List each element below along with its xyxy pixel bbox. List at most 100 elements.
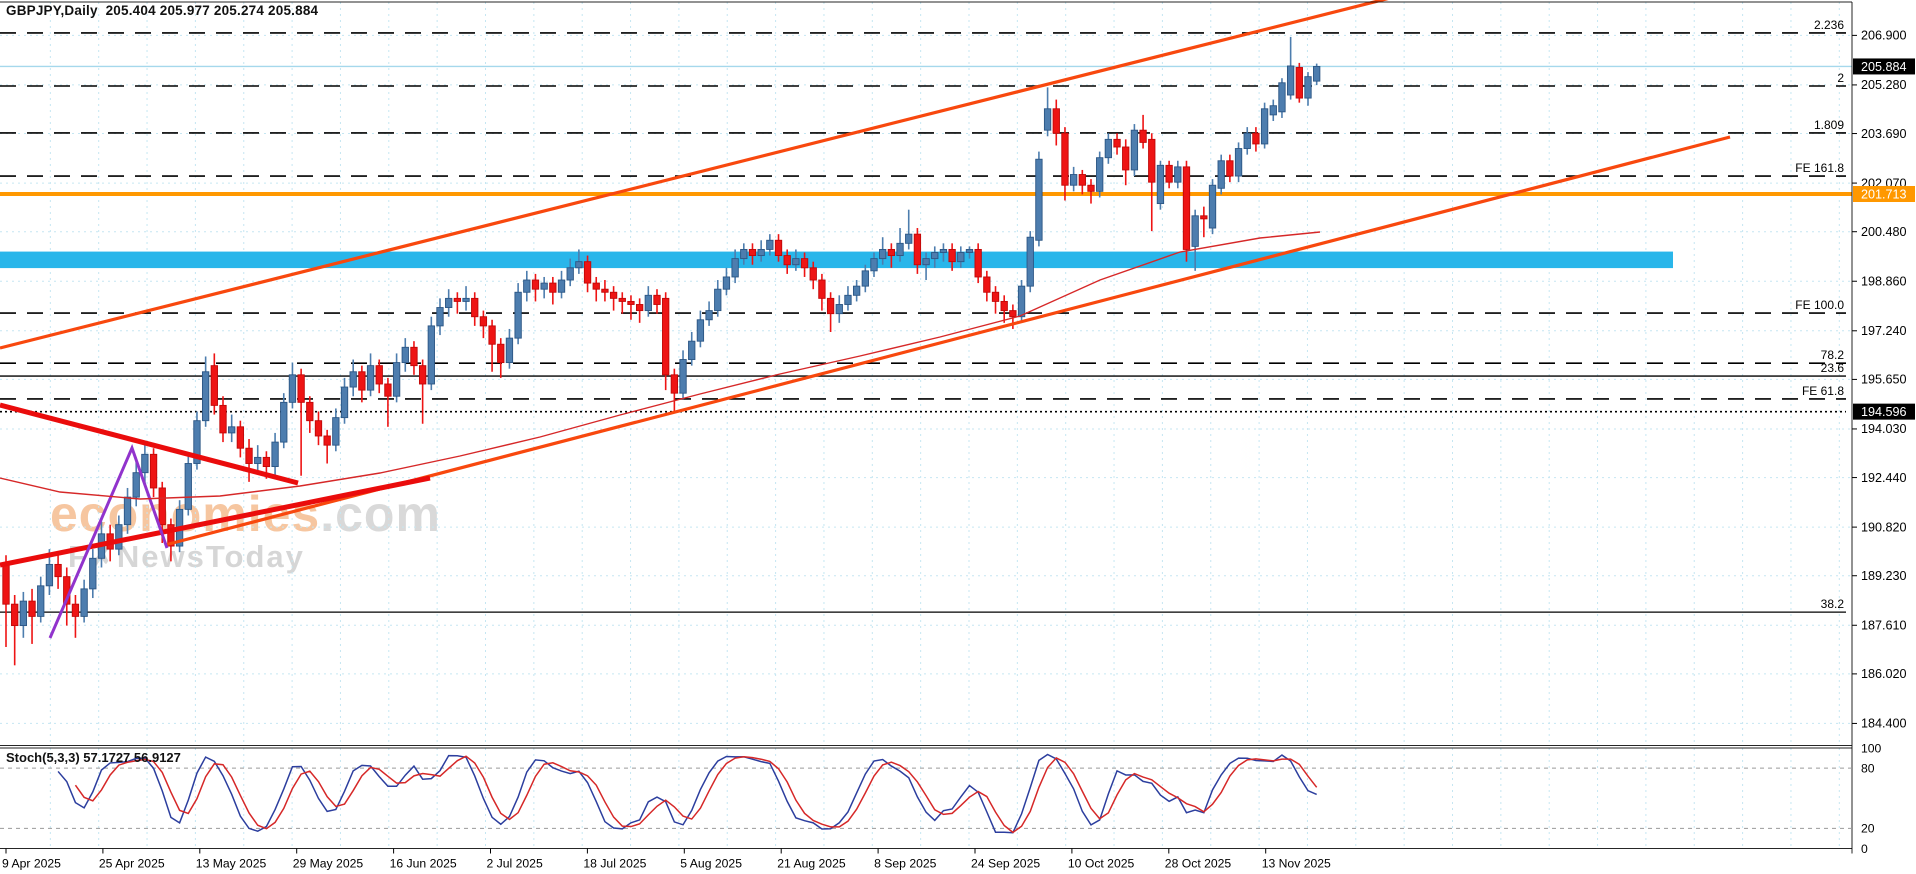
- candle-body: [332, 417, 340, 446]
- candle-body: [184, 463, 192, 510]
- candle-body: [280, 401, 288, 443]
- date-axis-label: 9 Apr 2025: [2, 857, 61, 871]
- candle-body: [748, 248, 757, 257]
- candle-body: [1260, 108, 1269, 145]
- candle-body: [931, 252, 939, 260]
- candle-body: [905, 233, 913, 244]
- orange-level-tag-value: 201.713: [1861, 188, 1907, 202]
- candle-body: [1148, 138, 1156, 183]
- candle-body: [1304, 76, 1312, 99]
- wedge-support-line[interactable]: [0, 475, 431, 568]
- candle-body: [1252, 132, 1260, 145]
- candle-body: [271, 441, 279, 468]
- fib-level-label: 38.2: [1821, 597, 1845, 611]
- candle-body: [1182, 166, 1191, 250]
- price-axis[interactable]: 206.900205.280203.690202.070200.480198.8…: [1852, 29, 1915, 731]
- support-band[interactable]: [0, 251, 1673, 269]
- horizontal-levels[interactable]: [0, 65, 1852, 196]
- candle-body: [1043, 108, 1052, 131]
- pane-borders: [0, 1, 1853, 854]
- price-axis-label: 206.900: [1861, 29, 1907, 43]
- candle-body: [757, 248, 765, 257]
- candle-body: [149, 453, 158, 489]
- date-axis-label: 13 Nov 2025: [1262, 857, 1331, 871]
- candle-body: [1017, 285, 1026, 318]
- candle-body: [1269, 105, 1277, 116]
- candle-body: [783, 255, 791, 266]
- candle-body: [471, 297, 479, 318]
- candle-body: [375, 365, 383, 385]
- candle-body: [392, 362, 401, 397]
- channel-upper-line[interactable]: [0, 0, 1390, 350]
- candle-body: [236, 426, 245, 449]
- candle-body: [210, 365, 218, 406]
- candle-body: [479, 316, 488, 327]
- candle-body: [54, 563, 62, 578]
- candle-body: [1200, 215, 1208, 220]
- candle-body: [635, 304, 644, 312]
- candle-body: [653, 294, 661, 305]
- date-axis-label: 8 Sep 2025: [874, 857, 937, 871]
- candle-body: [896, 242, 904, 257]
- moving-average-line[interactable]: [0, 231, 1321, 500]
- stoch-axis-label: 0: [1861, 842, 1868, 856]
- candle-body: [418, 365, 427, 385]
- support-band-rect[interactable]: [0, 251, 1673, 269]
- candle-body: [826, 297, 835, 315]
- fib-level-label: 1.809: [1814, 118, 1844, 132]
- candle-body: [792, 258, 800, 266]
- candle-body: [323, 435, 331, 446]
- price-axis-label: 200.480: [1861, 225, 1907, 239]
- candle-body: [1052, 108, 1060, 134]
- fib-level-label: 23.6: [1821, 361, 1845, 375]
- candle-body: [1217, 160, 1225, 189]
- candle-body: [1295, 67, 1303, 99]
- stoch-k-line: [57, 753, 1317, 834]
- date-axis-label: 29 May 2025: [293, 857, 364, 871]
- candle-body: [401, 346, 409, 364]
- price-axis-label: 192.440: [1861, 471, 1907, 485]
- candle-body: [965, 248, 974, 253]
- candle-body: [1165, 164, 1173, 183]
- candle-body: [28, 600, 36, 617]
- candle-body: [1191, 215, 1199, 247]
- fib-level-label: 78.2: [1821, 348, 1845, 362]
- candle-body: [453, 297, 462, 302]
- candle-body: [566, 267, 574, 281]
- date-axis-label: 25 Apr 2025: [99, 857, 165, 871]
- candle-body: [141, 453, 149, 474]
- date-axis-label: 16 Jun 2025: [390, 857, 457, 871]
- candle-body: [766, 239, 774, 250]
- price-axis-label: 203.690: [1861, 127, 1907, 141]
- wedge-resistance-line[interactable]: [0, 402, 299, 486]
- candle-body: [844, 294, 852, 305]
- candle-body: [288, 374, 297, 403]
- date-axis-label: 18 Jul 2025: [583, 857, 646, 871]
- stochastic-label: Stoch(5,3,3) 57.1727 56.9127: [6, 750, 181, 765]
- candle-body: [1113, 138, 1121, 148]
- candle-body: [349, 371, 357, 388]
- candle-body: [740, 248, 748, 260]
- candle-body: [1122, 146, 1130, 171]
- candle-body: [2, 563, 10, 605]
- current-price-tag: [1853, 58, 1915, 75]
- candle-body: [1069, 174, 1078, 186]
- candle-body: [887, 248, 896, 257]
- time-axis[interactable]: 9 Apr 2025 25 Apr 2025 13 May 2025 29 May 2…: [2, 848, 1331, 871]
- purple-zigzag-line[interactable]: [48, 443, 169, 639]
- candle-body: [1174, 166, 1182, 183]
- candle-body: [957, 252, 965, 263]
- price-axis-label: 187.610: [1861, 619, 1907, 633]
- trend-lines[interactable]: [0, 0, 1731, 639]
- fibonacci-levels[interactable]: 2.236 2 1.809 FE 161.8 FE 100.0 78.223.6 FE 61…: [0, 18, 1846, 613]
- candle-body: [445, 297, 453, 308]
- candle-body: [1278, 82, 1286, 113]
- candle-body: [1130, 129, 1139, 171]
- candle-body: [262, 456, 271, 468]
- candle-body: [1286, 65, 1295, 96]
- candle-body: [1096, 157, 1104, 192]
- candle-body: [609, 291, 618, 299]
- candle-body: [462, 297, 470, 302]
- candle-body: [983, 276, 991, 293]
